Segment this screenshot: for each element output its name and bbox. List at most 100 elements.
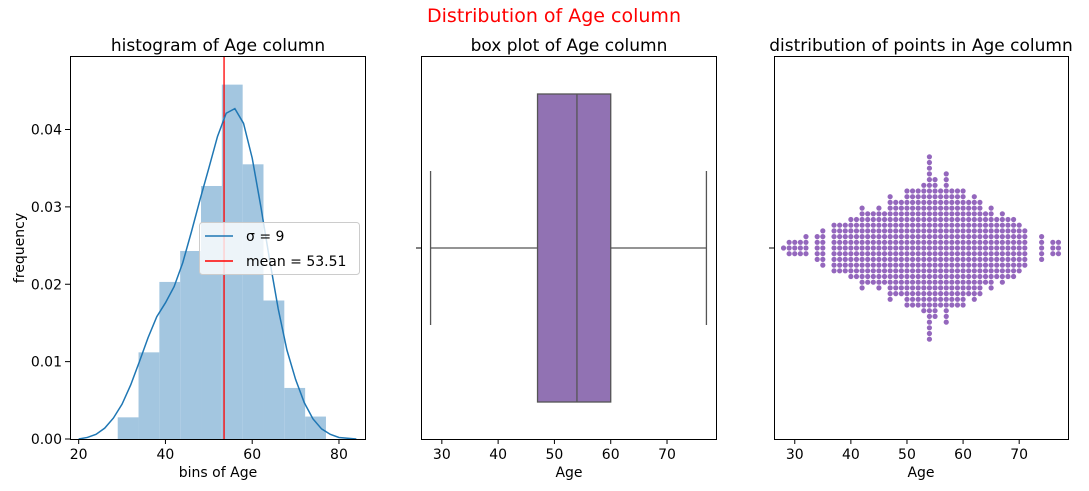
swarm-point: [977, 223, 982, 228]
swarm-point: [831, 251, 836, 256]
x-tick-label: 60: [954, 447, 972, 463]
swarm-point: [1017, 245, 1022, 250]
swarm-point: [932, 302, 937, 307]
swarm-point: [843, 268, 848, 273]
swarm-point: [859, 206, 864, 211]
swarm-point: [888, 206, 893, 211]
swarm-point: [882, 268, 887, 273]
histogram-ylabel: frequency: [12, 213, 28, 283]
swarm-point: [983, 217, 988, 222]
swarm-point: [1022, 240, 1027, 245]
swarm-point: [921, 206, 926, 211]
swarm-point: [1022, 263, 1027, 268]
swarm-point: [944, 251, 949, 256]
swarm-point: [944, 268, 949, 273]
swarm-point: [876, 223, 881, 228]
swarm-point: [955, 274, 960, 279]
swarm-point: [854, 240, 859, 245]
swarm-point: [865, 245, 870, 250]
swarm-point: [910, 274, 915, 279]
swarm-point: [882, 245, 887, 250]
swarm-point: [955, 234, 960, 239]
swarm-point: [994, 274, 999, 279]
swarm-point: [1000, 280, 1005, 285]
swarm-point: [955, 245, 960, 250]
swarm-point: [916, 280, 921, 285]
swarm-point: [977, 251, 982, 256]
swarm-point: [837, 245, 842, 250]
swarm-point: [904, 228, 909, 233]
swarm-point: [837, 223, 842, 228]
swarm-point: [977, 211, 982, 216]
swarm-point: [882, 280, 887, 285]
swarm-point: [831, 245, 836, 250]
y-tick-label: 0.02: [31, 277, 62, 293]
swarm-point: [882, 211, 887, 216]
swarm-point: [921, 257, 926, 262]
swarm-point: [927, 320, 932, 325]
swarm-point: [927, 291, 932, 296]
swarm-point: [904, 211, 909, 216]
swarm-point: [994, 217, 999, 222]
swarm-point: [787, 240, 792, 245]
swarm-point: [803, 251, 808, 256]
swarm-point: [871, 234, 876, 239]
swarm-point: [871, 223, 876, 228]
swarm-point: [865, 263, 870, 268]
swarm-point: [944, 285, 949, 290]
swarm-point: [843, 257, 848, 262]
x-tick-label: 40: [157, 447, 175, 463]
boxplot-panel: box plot of Age column 30 40 50 60 70 Age: [416, 36, 717, 481]
x-tick-label: 30: [786, 447, 804, 463]
swarm-point: [1000, 234, 1005, 239]
histogram-y-ticks: 0.00 0.01 0.02 0.03 0.04: [31, 123, 70, 448]
swarm-point: [859, 228, 864, 233]
swarm-point: [815, 240, 820, 245]
swarm-point: [977, 285, 982, 290]
swarm-point: [944, 177, 949, 182]
swarm-point: [972, 257, 977, 262]
swarm-point: [1000, 274, 1005, 279]
swarm-point: [921, 280, 926, 285]
swarm-point: [944, 280, 949, 285]
swarm-point: [1011, 263, 1016, 268]
swarm-point: [871, 268, 876, 273]
swarm-point: [893, 228, 898, 233]
swarm-point: [916, 263, 921, 268]
swarm-point: [865, 217, 870, 222]
swarm-point: [1005, 274, 1010, 279]
swarm-point: [932, 188, 937, 193]
swarm-point: [972, 200, 977, 205]
x-tick-label: 40: [489, 447, 507, 463]
swarm-point: [859, 263, 864, 268]
histogram-xlabel: bins of Age: [179, 465, 257, 481]
swarm-point: [932, 200, 937, 205]
swarm-point: [921, 302, 926, 307]
swarm-point: [960, 188, 965, 193]
swarm-point: [938, 274, 943, 279]
swarm-point: [927, 217, 932, 222]
swarm-point: [865, 274, 870, 279]
swarm-point: [927, 314, 932, 319]
swarm-point: [972, 217, 977, 222]
swarm-point: [916, 206, 921, 211]
swarm-point: [960, 200, 965, 205]
swarm-point: [899, 211, 904, 216]
swarm-point: [932, 228, 937, 233]
swarm-point: [927, 240, 932, 245]
swarm-point: [899, 274, 904, 279]
swarm-point: [916, 228, 921, 233]
swarm-point: [1039, 234, 1044, 239]
swarm-point: [1011, 217, 1016, 222]
swarm-point: [787, 251, 792, 256]
swarm-point: [848, 268, 853, 273]
swarm-point: [865, 211, 870, 216]
swarm-point: [960, 206, 965, 211]
swarm-point: [904, 188, 909, 193]
swarm-point: [977, 245, 982, 250]
swarm-point: [893, 240, 898, 245]
swarm-point: [916, 188, 921, 193]
swarm-point: [865, 280, 870, 285]
swarm-point: [977, 280, 982, 285]
swarm-point: [972, 228, 977, 233]
